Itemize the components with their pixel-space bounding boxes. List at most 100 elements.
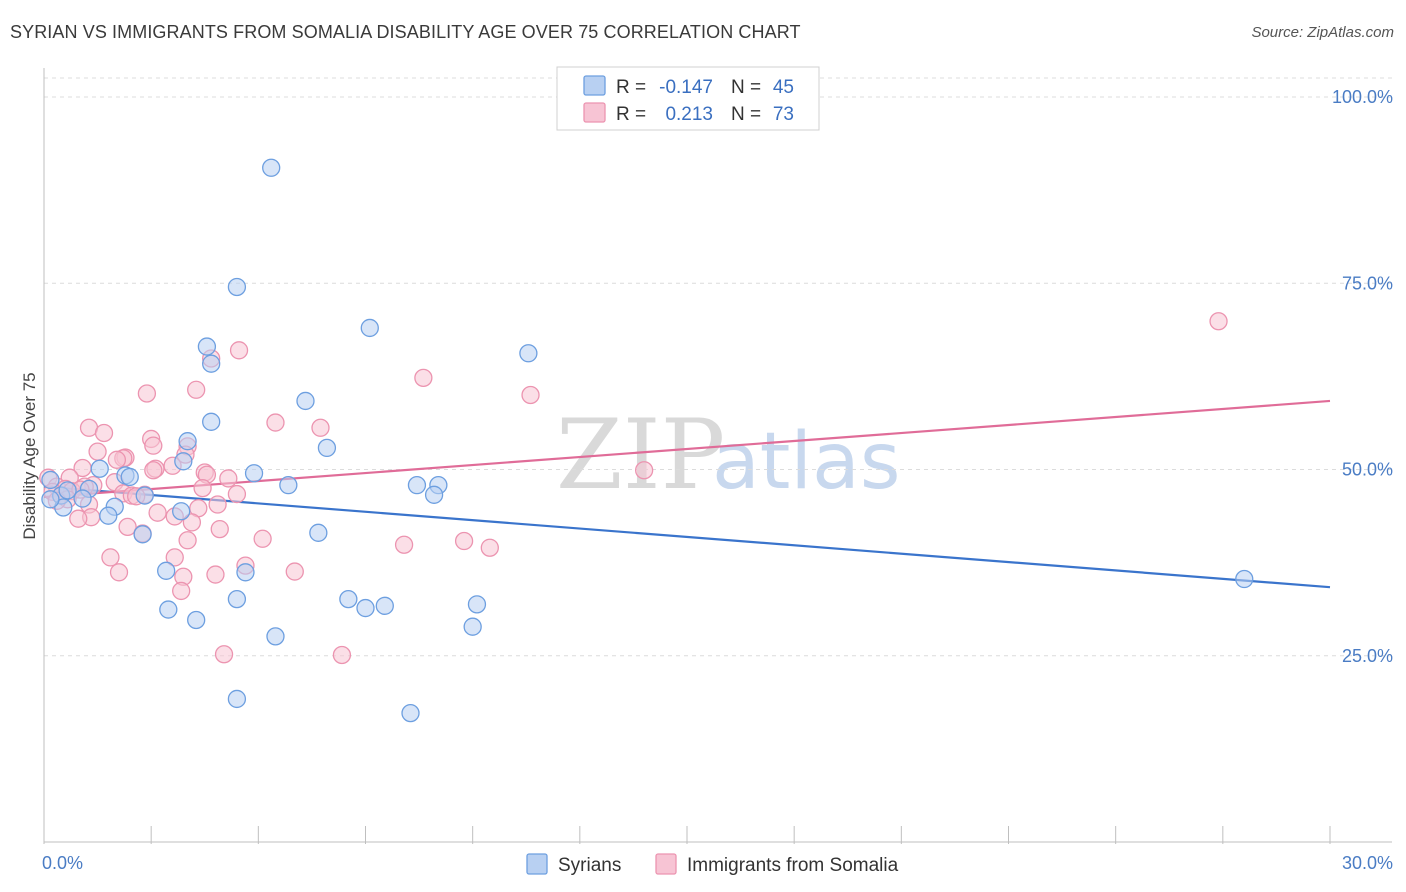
point-somalia bbox=[414, 368, 433, 388]
chart-title: SYRIAN VS IMMIGRANTS FROM SOMALIA DISABI… bbox=[10, 22, 801, 42]
point-somalia bbox=[214, 645, 234, 664]
y-axis-title: Disability Age Over 75 bbox=[20, 372, 39, 539]
point-syrians bbox=[133, 525, 152, 544]
point-somalia bbox=[229, 341, 249, 360]
point-syrians bbox=[227, 689, 247, 709]
point-syrians bbox=[58, 481, 77, 500]
legend-swatch-syrians bbox=[526, 853, 548, 875]
stats-legend-n-value-syrians: 45 bbox=[773, 77, 794, 98]
axis-layer: 25.0% 50.0% 75.0% 100.0% 0.0% 30.0% bbox=[42, 68, 1393, 873]
point-syrians bbox=[202, 354, 221, 373]
point-syrians bbox=[73, 489, 92, 508]
watermark-zip: ZIP bbox=[556, 399, 725, 511]
point-somalia bbox=[285, 562, 304, 581]
chart-source: Source: ZipAtlas.com bbox=[1251, 24, 1394, 41]
point-syrians bbox=[401, 703, 420, 723]
bottom-legend: Syrians Immigrants from Somalia bbox=[526, 853, 899, 876]
point-syrians bbox=[339, 589, 358, 609]
point-somalia bbox=[88, 442, 107, 461]
point-syrians bbox=[159, 600, 178, 619]
point-syrians bbox=[1235, 569, 1254, 589]
point-syrians bbox=[279, 475, 298, 495]
point-somalia bbox=[69, 509, 88, 528]
y-tick-label: 75.0% bbox=[1342, 273, 1393, 293]
point-syrians bbox=[120, 467, 139, 487]
point-syrians bbox=[135, 486, 154, 505]
stats-legend-r-value-somalia: 0.213 bbox=[665, 104, 713, 125]
point-syrians bbox=[407, 475, 427, 495]
point-somalia bbox=[165, 548, 184, 567]
point-somalia bbox=[253, 529, 272, 548]
point-somalia bbox=[187, 380, 206, 399]
x-tick-label: 0.0% bbox=[42, 853, 83, 873]
point-somalia bbox=[107, 450, 127, 469]
stats-legend-r-label-somalia: R = bbox=[616, 104, 646, 125]
point-syrians bbox=[317, 438, 337, 458]
point-somalia bbox=[394, 535, 414, 554]
point-somalia bbox=[101, 548, 120, 567]
stats-legend: R = -0.147 N = 45 R = 0.213 N = 73 bbox=[556, 66, 820, 131]
point-syrians bbox=[360, 318, 379, 338]
point-somalia bbox=[148, 503, 167, 522]
point-somalia bbox=[144, 461, 163, 480]
stats-legend-n-value-somalia: 73 bbox=[773, 104, 794, 125]
stats-legend-swatch-syrians bbox=[583, 75, 606, 96]
point-somalia bbox=[227, 484, 247, 504]
point-syrians bbox=[187, 610, 206, 630]
point-syrians bbox=[296, 391, 315, 411]
stats-legend-swatch-somalia bbox=[583, 102, 606, 123]
point-syrians bbox=[266, 627, 285, 646]
point-somalia bbox=[266, 413, 285, 432]
trend-line-syrians bbox=[43, 485, 1331, 589]
point-somalia bbox=[634, 461, 654, 480]
point-somalia bbox=[172, 581, 191, 601]
point-syrians bbox=[174, 452, 193, 471]
legend-label-syrians: Syrians bbox=[558, 855, 621, 876]
points-layer bbox=[39, 158, 1254, 723]
point-somalia bbox=[178, 531, 197, 550]
point-syrians bbox=[309, 523, 328, 542]
point-syrians bbox=[236, 563, 255, 582]
point-syrians bbox=[54, 498, 73, 517]
watermark: ZIP atlas bbox=[556, 399, 901, 511]
point-somalia bbox=[521, 385, 540, 405]
point-somalia bbox=[480, 538, 499, 557]
point-syrians bbox=[90, 459, 109, 478]
point-somalia bbox=[311, 418, 330, 437]
point-syrians bbox=[375, 596, 394, 615]
x-tick-label: 30.0% bbox=[1342, 853, 1393, 873]
point-syrians bbox=[41, 490, 60, 509]
point-syrians bbox=[244, 464, 264, 483]
point-somalia bbox=[332, 645, 352, 665]
point-syrians bbox=[157, 561, 176, 580]
point-syrians bbox=[197, 337, 217, 356]
point-somalia bbox=[193, 478, 212, 498]
point-somalia bbox=[206, 565, 225, 584]
y-tick-label: 25.0% bbox=[1342, 646, 1393, 666]
point-syrians bbox=[227, 589, 247, 609]
point-syrians bbox=[424, 485, 444, 504]
point-syrians bbox=[463, 617, 482, 636]
point-somalia bbox=[109, 563, 129, 582]
legend-label-somalia: Immigrants from Somalia bbox=[687, 855, 899, 876]
point-syrians bbox=[356, 598, 375, 618]
stats-legend-n-label-syrians: N = bbox=[731, 77, 761, 98]
point-somalia bbox=[144, 436, 163, 455]
y-tick-label: 100.0% bbox=[1332, 87, 1393, 107]
point-syrians bbox=[41, 470, 60, 490]
watermark-atlas: atlas bbox=[712, 417, 901, 507]
point-somalia bbox=[137, 384, 157, 403]
stats-legend-r-value-syrians: -0.147 bbox=[659, 77, 713, 98]
point-syrians bbox=[178, 432, 197, 451]
point-syrians bbox=[99, 506, 118, 525]
point-syrians bbox=[262, 158, 281, 177]
point-somalia bbox=[94, 423, 114, 443]
stats-legend-n-label-somalia: N = bbox=[731, 104, 761, 125]
point-syrians bbox=[467, 595, 487, 614]
point-somalia bbox=[118, 517, 137, 537]
point-somalia bbox=[1209, 312, 1228, 331]
point-syrians bbox=[227, 277, 247, 297]
point-syrians bbox=[202, 412, 221, 431]
point-somalia bbox=[454, 531, 474, 551]
